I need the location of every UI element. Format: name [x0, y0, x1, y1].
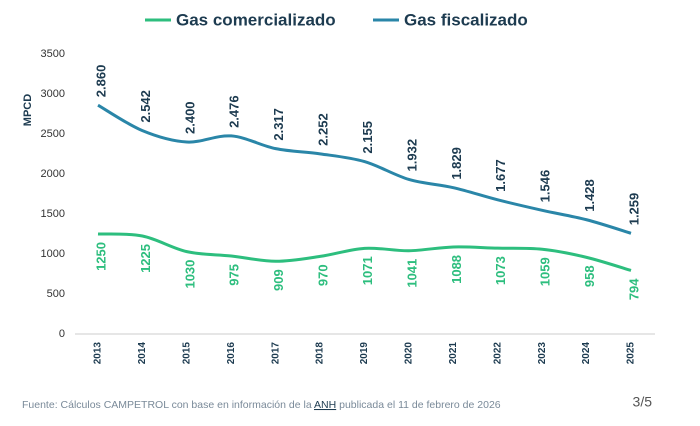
legend-label: Gas comercializado: [176, 10, 336, 29]
data-label: 1.546: [538, 170, 553, 203]
data-label: 909: [271, 269, 286, 291]
y-tick-label: 1500: [41, 208, 65, 220]
footnote-link[interactable]: ANH: [314, 399, 336, 411]
data-label: 1041: [404, 259, 419, 288]
x-tick-label: 2015: [181, 342, 192, 365]
x-tick-label: 2016: [226, 342, 237, 365]
data-label: 2.155: [360, 121, 375, 154]
data-label: 2.252: [316, 113, 331, 146]
x-tick-label: 2014: [137, 342, 148, 365]
data-label: 1030: [182, 260, 197, 289]
data-label: 970: [316, 264, 331, 286]
data-label: 1225: [138, 244, 153, 273]
page-number: 3/5: [633, 394, 653, 410]
data-label: 1.677: [493, 159, 508, 192]
x-tick-label: 2013: [93, 342, 104, 365]
x-tick-label: 2022: [492, 342, 503, 365]
data-label: 2.400: [182, 101, 197, 134]
y-tick-label: 500: [47, 288, 65, 300]
x-tick-label: 2025: [626, 342, 637, 365]
y-tick-label: 1000: [41, 248, 65, 260]
footnote: Fuente: Cálculos CAMPETROL con base en i…: [22, 399, 501, 411]
x-tick-label: 2020: [404, 342, 415, 365]
x-tick-label: 2019: [359, 342, 370, 365]
data-label: 975: [227, 264, 242, 286]
y-tick-label: 3000: [41, 88, 65, 100]
data-label: 1071: [360, 256, 375, 285]
series-line: [97, 232, 632, 272]
y-axis-label: MPCD: [22, 94, 34, 126]
data-label: 1059: [538, 257, 553, 286]
y-tick-label: 2000: [41, 168, 65, 180]
legend-label: Gas fiscalizado: [404, 10, 528, 29]
data-label: 2.476: [227, 95, 242, 128]
y-tick-label: 0: [59, 328, 65, 340]
data-label: 1.829: [449, 147, 464, 180]
x-tick-label: 2024: [581, 342, 592, 365]
data-label: 2.542: [138, 90, 153, 123]
footnote-text: Fuente: Cálculos CAMPETROL con base en i…: [22, 399, 312, 411]
data-label: 1.932: [404, 139, 419, 172]
data-label: 1250: [93, 242, 108, 271]
series-line: [97, 103, 632, 235]
data-label: 1.259: [626, 193, 641, 226]
data-label: 1073: [493, 256, 508, 285]
y-tick-label: 3500: [41, 48, 65, 60]
data-label: 2.860: [93, 65, 108, 98]
data-label: 794: [626, 278, 641, 300]
data-label: 1.428: [582, 179, 597, 212]
x-tick-label: 2017: [270, 342, 281, 365]
data-label: 1088: [449, 255, 464, 284]
x-tick-label: 2023: [537, 342, 548, 365]
data-label: 958: [582, 265, 597, 287]
x-tick-label: 2018: [315, 342, 326, 365]
x-tick-label: 2021: [448, 342, 459, 365]
y-tick-label: 2500: [41, 128, 65, 140]
data-label: 2.317: [271, 108, 286, 141]
footnote-text: publicada el 11 de febrero de 2026: [339, 399, 501, 411]
